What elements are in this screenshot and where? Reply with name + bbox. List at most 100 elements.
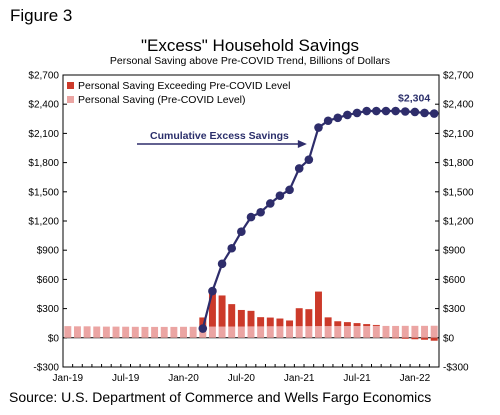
precovid-bar — [189, 326, 197, 338]
excess-bar — [421, 337, 429, 340]
legend: Personal Saving Exceeding Pre-COVID Leve… — [67, 80, 290, 106]
precovid-bar — [141, 326, 149, 338]
precovid-bar — [102, 326, 110, 338]
cumulative-point — [343, 110, 352, 120]
y-tick-label-left: -$300 — [33, 363, 59, 374]
x-tick-label: Jan-19 — [53, 373, 84, 384]
y-tick-label-right: $2,100 — [443, 129, 474, 140]
precovid-bar — [353, 326, 361, 338]
chart-title: "Excess" Household Savings — [140, 36, 360, 55]
precovid-bar — [430, 325, 438, 338]
x-tick-label: Jan-20 — [168, 373, 199, 384]
precovid-bar — [363, 326, 371, 338]
cumulative-point — [237, 227, 246, 237]
precovid-bar — [237, 326, 245, 338]
y-tick-label-left: $600 — [37, 275, 60, 286]
precovid-bars — [64, 325, 438, 338]
precovid-bar — [315, 326, 322, 338]
precovid-bar — [305, 326, 313, 338]
precovid-bar — [151, 326, 159, 338]
y-tick-label-left: $1,500 — [28, 187, 59, 198]
x-tick-label: Jan-21 — [284, 373, 315, 384]
legend-label-excess: Personal Saving Exceeding Pre-COVID Leve… — [78, 80, 290, 92]
precovid-bar — [64, 326, 72, 338]
precovid-bar — [73, 326, 81, 338]
cumulative-point — [372, 106, 381, 116]
excess-bar — [208, 291, 216, 327]
excess-bar — [305, 309, 313, 327]
excess-bar — [295, 308, 303, 327]
cumulative-point — [362, 106, 371, 116]
excess-bar — [343, 322, 351, 327]
legend-label-precovid: Personal Saving (Pre-COVID Level) — [78, 94, 245, 106]
y-tick-label-left: $1,200 — [28, 217, 59, 228]
y-tick-label-left: $1,800 — [28, 158, 59, 169]
precovid-bar — [295, 326, 303, 338]
annotations: Cumulative Excess Savings $2,304 — [137, 93, 430, 148]
cumulative-point — [294, 164, 304, 173]
y-tick-label-right: -$300 — [443, 363, 469, 374]
precovid-bar — [122, 326, 130, 338]
y-tick-label-right: $300 — [443, 304, 466, 315]
excess-bar — [286, 320, 294, 327]
y-tick-label-right: $0 — [443, 333, 455, 344]
excess-bar — [315, 291, 322, 327]
cumulative-point — [410, 107, 420, 117]
annotation-end-value: $2,304 — [398, 93, 430, 105]
cumulative-point — [275, 191, 285, 200]
precovid-bar — [93, 326, 101, 338]
precovid-bar — [83, 326, 91, 338]
cumulative-point — [333, 113, 343, 123]
precovid-bar — [324, 326, 332, 338]
excess-bar — [411, 337, 419, 340]
y-tick-label-left: $900 — [37, 246, 60, 257]
y-tick-label-left: $2,100 — [28, 129, 59, 140]
figure-label: Figure 3 — [10, 6, 73, 25]
cumulative-point — [429, 109, 439, 118]
precovid-bar — [228, 326, 236, 338]
excess-bar — [372, 324, 380, 326]
precovid-bar — [421, 325, 429, 338]
precovid-bar — [131, 326, 139, 338]
cumulative-point — [208, 286, 217, 296]
cumulative-line — [198, 106, 439, 333]
excess-bar — [199, 317, 207, 327]
excess-bar — [247, 310, 255, 327]
excess-bar — [218, 295, 226, 327]
precovid-bar — [160, 326, 168, 338]
precovid-bar — [343, 326, 351, 338]
legend-swatch-precovid — [67, 96, 74, 103]
y-tick-label-left: $2,400 — [28, 100, 59, 111]
cumulative-point — [420, 108, 429, 118]
precovid-bar — [382, 325, 390, 338]
y-tick-label-right: $1,500 — [443, 187, 474, 198]
precovid-bar — [247, 326, 255, 338]
cumulative-point — [391, 106, 400, 116]
cumulative-point — [227, 243, 237, 253]
precovid-bar — [208, 326, 216, 338]
precovid-bar — [218, 326, 226, 338]
cumulative-point — [400, 107, 410, 116]
cumulative-point — [304, 155, 314, 164]
y-tick-label-left: $0 — [48, 333, 60, 344]
annotation-arrow-head — [297, 140, 307, 148]
x-tick-label: Jan-22 — [400, 373, 431, 384]
excess-bar — [430, 337, 438, 341]
precovid-bar — [180, 326, 187, 338]
cumulative-point — [352, 108, 362, 118]
y-tick-label-right: $1,200 — [443, 217, 474, 228]
cumulative-point — [217, 259, 227, 269]
axes: -$300 -$300 $0 $0 $300 $300 $600 $600 $900 $900 $1… — [28, 71, 474, 385]
precovid-bar — [401, 325, 409, 338]
source-note: Source: U.S. Department of Commerce and … — [9, 389, 432, 405]
excess-bar — [257, 317, 265, 327]
annotation-cumulative-label: Cumulative Excess Savings — [150, 130, 289, 142]
excess-bar — [237, 309, 245, 327]
precovid-bar — [411, 325, 419, 338]
precovid-bar — [276, 326, 284, 338]
y-tick-label-left: $300 — [37, 304, 60, 315]
y-tick-label-right: $1,800 — [443, 158, 474, 169]
y-tick-label-right: $2,400 — [443, 100, 474, 111]
